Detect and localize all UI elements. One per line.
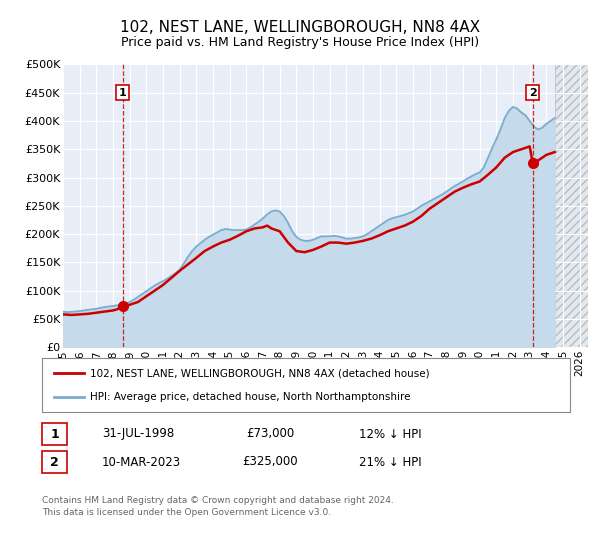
Text: 1: 1 (119, 88, 127, 97)
Text: 2: 2 (529, 88, 537, 97)
Text: £325,000: £325,000 (242, 455, 298, 469)
Bar (554, 64, 588, 347)
Text: 12% ↓ HPI: 12% ↓ HPI (359, 427, 421, 441)
Text: 102, NEST LANE, WELLINGBOROUGH, NN8 4AX (detached house): 102, NEST LANE, WELLINGBOROUGH, NN8 4AX … (90, 368, 430, 379)
Text: 31-JUL-1998: 31-JUL-1998 (102, 427, 174, 441)
Text: Price paid vs. HM Land Registry's House Price Index (HPI): Price paid vs. HM Land Registry's House … (121, 36, 479, 49)
Text: 10-MAR-2023: 10-MAR-2023 (102, 455, 181, 469)
Text: 1: 1 (50, 427, 59, 441)
Text: HPI: Average price, detached house, North Northamptonshire: HPI: Average price, detached house, Nort… (90, 391, 410, 402)
Text: 21% ↓ HPI: 21% ↓ HPI (359, 455, 421, 469)
Text: 102, NEST LANE, WELLINGBOROUGH, NN8 4AX: 102, NEST LANE, WELLINGBOROUGH, NN8 4AX (120, 20, 480, 35)
Text: 2: 2 (50, 455, 59, 469)
Text: Contains HM Land Registry data © Crown copyright and database right 2024.
This d: Contains HM Land Registry data © Crown c… (42, 496, 394, 517)
Text: £73,000: £73,000 (246, 427, 294, 441)
